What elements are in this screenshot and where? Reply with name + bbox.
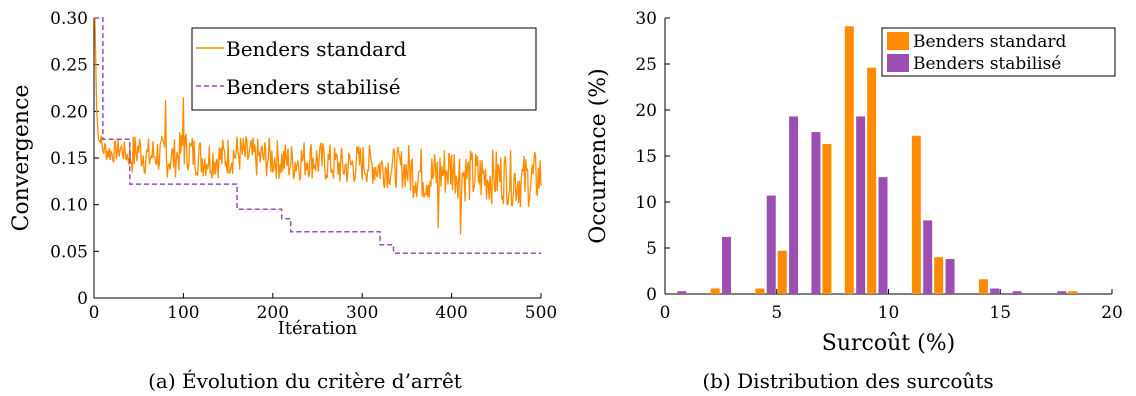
x-tick-label: 100 <box>167 303 199 323</box>
y-tick-label: 0.10 <box>50 196 88 216</box>
bar-benders-stabilise <box>990 288 1000 294</box>
bar-benders-stabilise <box>811 132 821 294</box>
x-tick-label: 0 <box>660 303 671 323</box>
distribution-caption: (b) Distribution des surcoûts <box>702 369 993 393</box>
x-tick-label: 10 <box>878 303 900 323</box>
bar-benders-standard <box>710 288 720 294</box>
bar-benders-standard <box>777 250 787 294</box>
series-line-benders-standard <box>94 17 542 235</box>
y-tick-label: 0.15 <box>50 149 88 169</box>
x-tick-label: 5 <box>771 303 782 323</box>
x-tick-label: 300 <box>346 303 378 323</box>
x-tick-label: 200 <box>257 303 289 323</box>
bar-benders-stabilise <box>1057 291 1067 294</box>
convergence-caption: (a) Évolution du critère d’arrêt <box>148 369 462 393</box>
y-tick-label: 0.30 <box>50 9 88 29</box>
legend-label-benders-stabilise: Benders stabilisé <box>913 54 1061 74</box>
bar-benders-standard <box>911 135 921 294</box>
bar-benders-standard <box>1068 291 1078 294</box>
distribution-chart: 0 5 10 15 20 25 30 0 5 10 15 20 Surcoût (%) Occurrenc… <box>586 9 1123 356</box>
x-tick-label: 20 <box>1101 303 1123 323</box>
legend-box <box>191 27 537 111</box>
bar-benders-stabilise <box>789 116 799 294</box>
bar-benders-stabilise <box>878 177 888 294</box>
legend-swatch-benders-standard <box>887 32 909 50</box>
x-tick-label: 15 <box>989 303 1011 323</box>
x-axis-label: Surcoût (%) <box>822 331 955 356</box>
y-tick-label: 0 <box>77 289 88 309</box>
y-tick-label: 10 <box>635 193 657 213</box>
y-tick-label: 20 <box>635 101 657 121</box>
y-axis-label: Occurrence (%) <box>586 68 611 243</box>
bar-benders-standard <box>934 257 944 294</box>
bar-benders-stabilise <box>722 236 732 294</box>
y-tick-label: 30 <box>635 9 657 29</box>
y-tick-label: 0.05 <box>50 242 88 262</box>
bar-benders-standard <box>822 144 832 294</box>
y-tick-label: 0 <box>646 285 657 305</box>
y-axis-label: Convergence <box>9 85 34 232</box>
x-axis-label: Itération <box>278 318 358 339</box>
bar-benders-standard <box>867 67 877 295</box>
convergence-chart: 0 0.05 0.10 0.15 0.20 0.25 0.30 0 100 200 300 400 50… <box>9 9 557 339</box>
bar-benders-stabilise <box>923 220 933 294</box>
legend-label-benders-stabilise: Benders stabilisé <box>226 75 401 99</box>
bar-benders-stabilise <box>1012 291 1022 294</box>
legend-label-benders-standard: Benders standard <box>913 32 1066 52</box>
y-tick-label: 0.20 <box>50 102 88 122</box>
bar-benders-stabilise <box>677 291 687 294</box>
bar-benders-stabilise <box>766 195 776 294</box>
legend-box <box>881 27 1116 77</box>
y-tick-label: 5 <box>646 239 657 259</box>
legend-label-benders-standard: Benders standard <box>226 37 407 61</box>
x-tick-label: 0 <box>89 303 100 323</box>
series-line-benders-stabilise <box>94 17 541 254</box>
bar-benders-standard <box>844 26 854 295</box>
bar-benders-standard <box>978 279 988 294</box>
y-tick-label: 0.25 <box>50 56 88 76</box>
bar-benders-stabilise <box>856 116 866 294</box>
x-tick-label: 500 <box>525 303 557 323</box>
bar-benders-standard <box>755 288 765 294</box>
y-tick-label: 15 <box>635 147 657 167</box>
x-tick-label: 400 <box>435 303 467 323</box>
y-tick-label: 25 <box>635 55 657 75</box>
legend-swatch-benders-stabilise <box>887 54 909 72</box>
bar-benders-stabilise <box>945 259 955 294</box>
